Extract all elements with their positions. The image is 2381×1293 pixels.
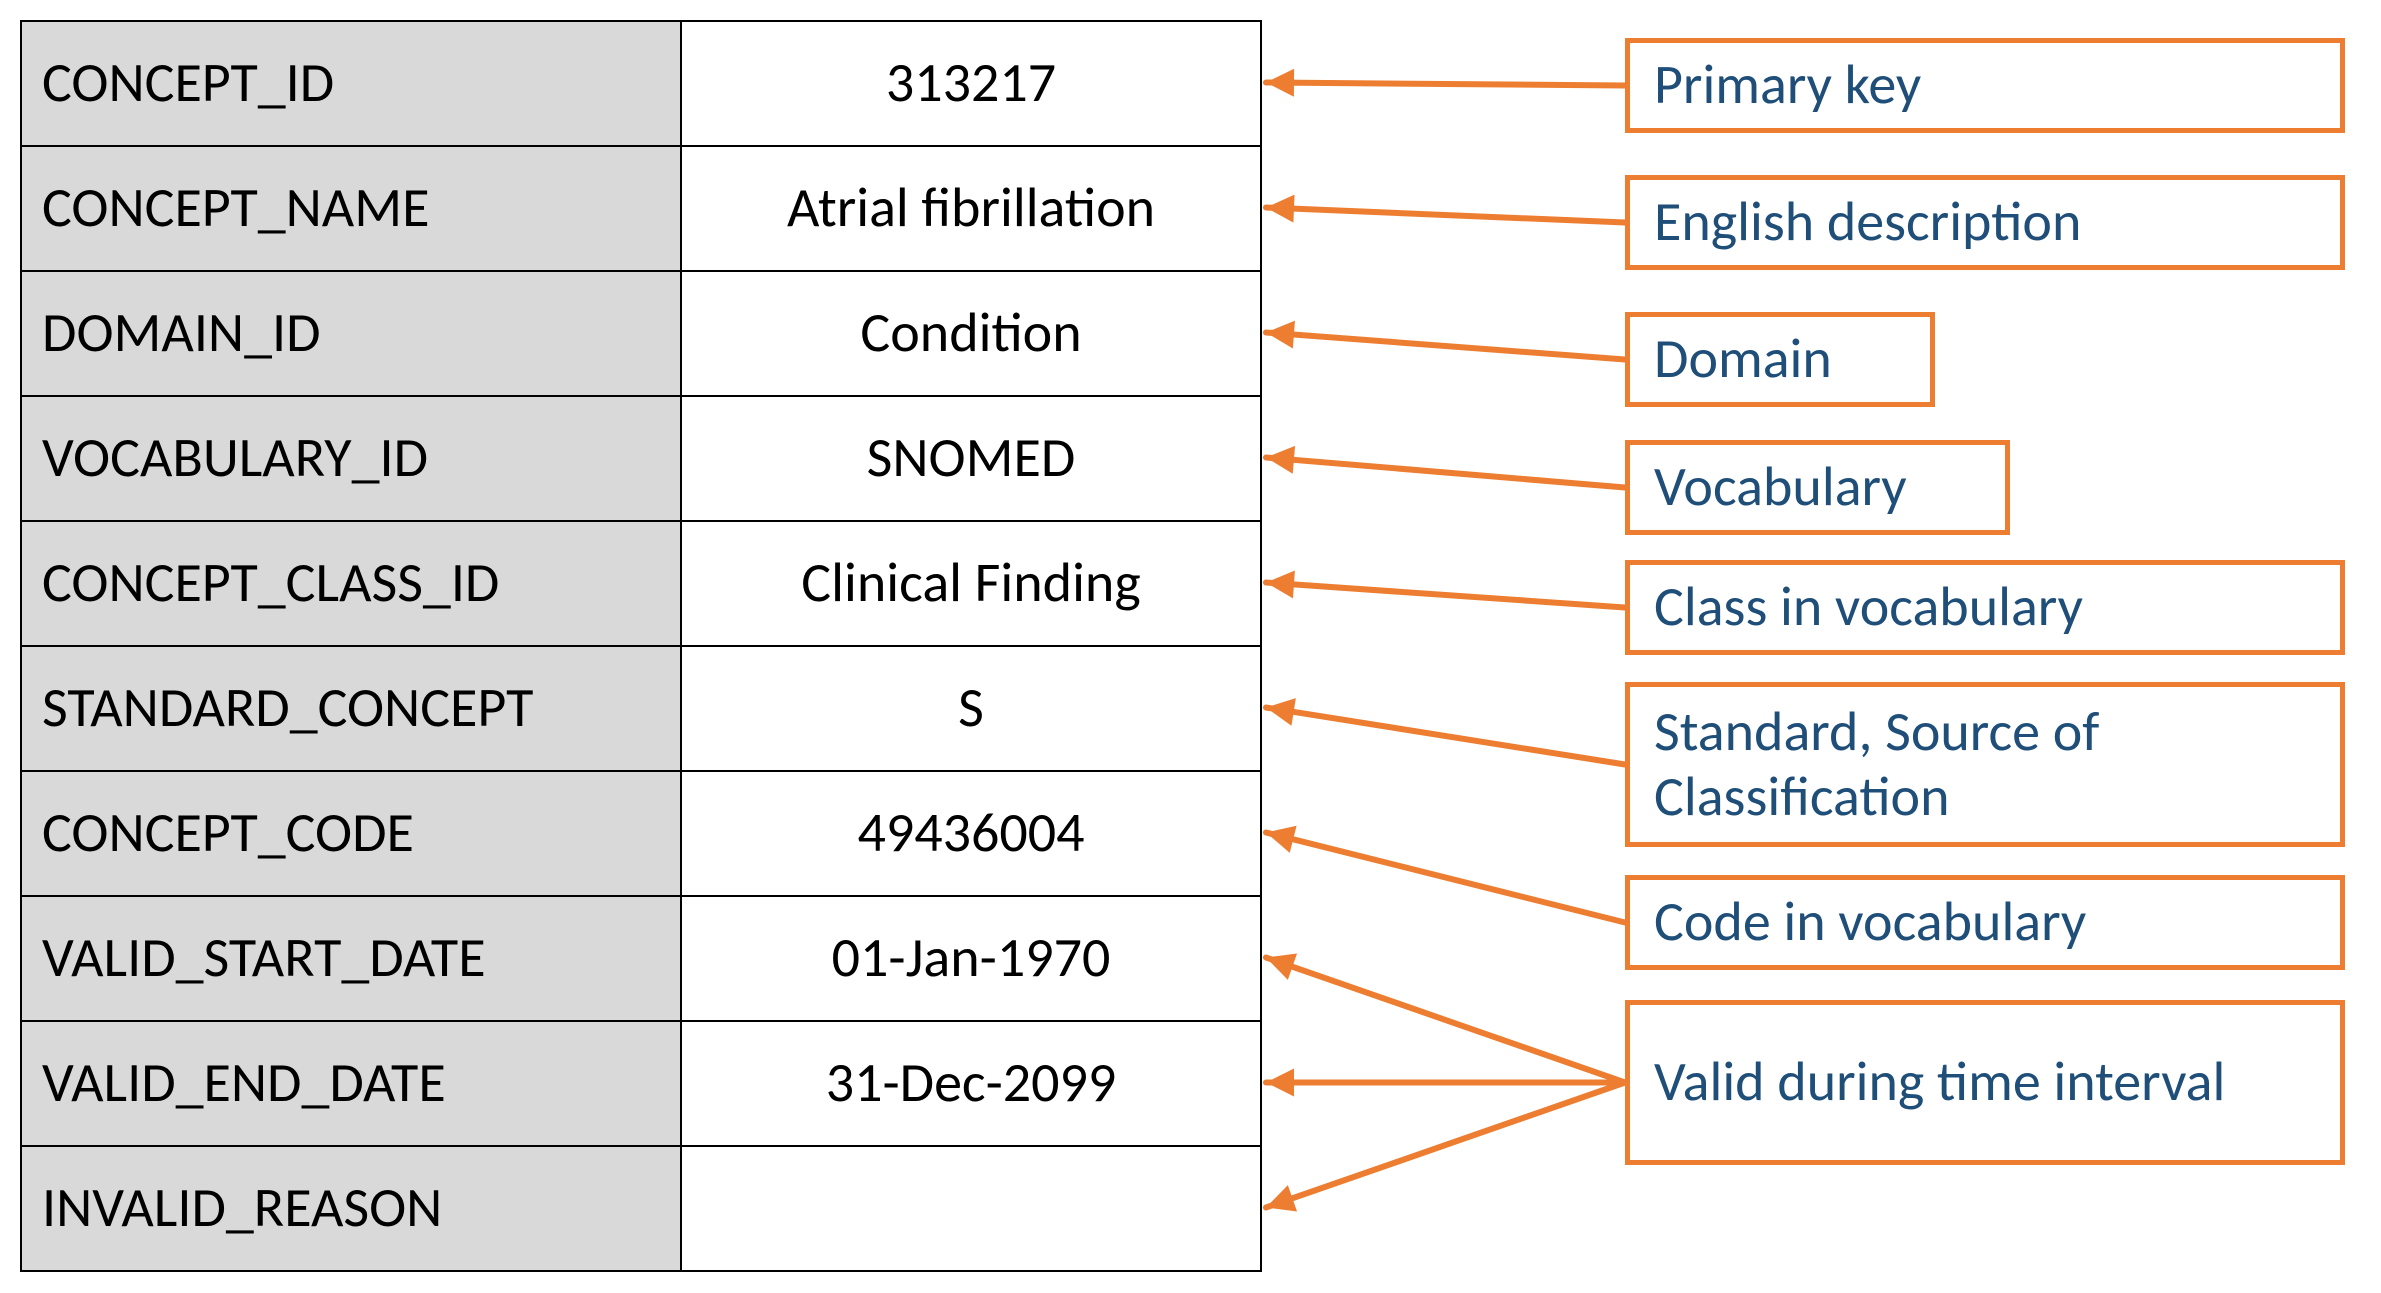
diagram-stage: CONCEPT_ID313217CONCEPT_NAMEAtrial fibri… bbox=[0, 0, 2381, 1293]
callout-code-in-vocab: Code in vocabulary bbox=[1625, 875, 2345, 970]
table-row: VOCABULARY_IDSNOMED bbox=[21, 396, 1261, 521]
field-value: SNOMED bbox=[681, 396, 1261, 521]
field-value: Atrial fibrillation bbox=[681, 146, 1261, 271]
field-value: 31-Dec-2099 bbox=[681, 1021, 1261, 1146]
concept-table: CONCEPT_ID313217CONCEPT_NAMEAtrial fibri… bbox=[20, 20, 1262, 1272]
table-row: INVALID_REASON bbox=[21, 1146, 1261, 1271]
table-row: CONCEPT_CLASS_IDClinical Finding bbox=[21, 521, 1261, 646]
table-row: CONCEPT_ID313217 bbox=[21, 21, 1261, 146]
field-value: Condition bbox=[681, 271, 1261, 396]
field-name: STANDARD_CONCEPT bbox=[21, 646, 681, 771]
field-name: CONCEPT_ID bbox=[21, 21, 681, 146]
field-value: 313217 bbox=[681, 21, 1261, 146]
callout-domain: Domain bbox=[1625, 312, 1935, 407]
table-row: VALID_END_DATE31-Dec-2099 bbox=[21, 1021, 1261, 1146]
callout-primary-key: Primary key bbox=[1625, 38, 2345, 133]
field-name: CONCEPT_NAME bbox=[21, 146, 681, 271]
callout-standard-source: Standard, Source of Classification bbox=[1625, 682, 2345, 847]
field-name: VALID_END_DATE bbox=[21, 1021, 681, 1146]
table-row: DOMAIN_IDCondition bbox=[21, 271, 1261, 396]
callout-vocabulary: Vocabulary bbox=[1625, 440, 2010, 535]
callout-valid-interval: Valid during time interval bbox=[1625, 1000, 2345, 1165]
field-name: DOMAIN_ID bbox=[21, 271, 681, 396]
field-name: CONCEPT_CODE bbox=[21, 771, 681, 896]
field-value bbox=[681, 1146, 1261, 1271]
field-value: 01-Jan-1970 bbox=[681, 896, 1261, 1021]
callout-english-description: English description bbox=[1625, 175, 2345, 270]
field-value: Clinical Finding bbox=[681, 521, 1261, 646]
table-row: VALID_START_DATE01-Jan-1970 bbox=[21, 896, 1261, 1021]
field-name: INVALID_REASON bbox=[21, 1146, 681, 1271]
table-row: CONCEPT_CODE49436004 bbox=[21, 771, 1261, 896]
callout-class-in-vocab: Class in vocabulary bbox=[1625, 560, 2345, 655]
field-name: VALID_START_DATE bbox=[21, 896, 681, 1021]
field-name: VOCABULARY_ID bbox=[21, 396, 681, 521]
table-row: CONCEPT_NAMEAtrial fibrillation bbox=[21, 146, 1261, 271]
field-name: CONCEPT_CLASS_ID bbox=[21, 521, 681, 646]
field-value: 49436004 bbox=[681, 771, 1261, 896]
table-row: STANDARD_CONCEPTS bbox=[21, 646, 1261, 771]
field-value: S bbox=[681, 646, 1261, 771]
